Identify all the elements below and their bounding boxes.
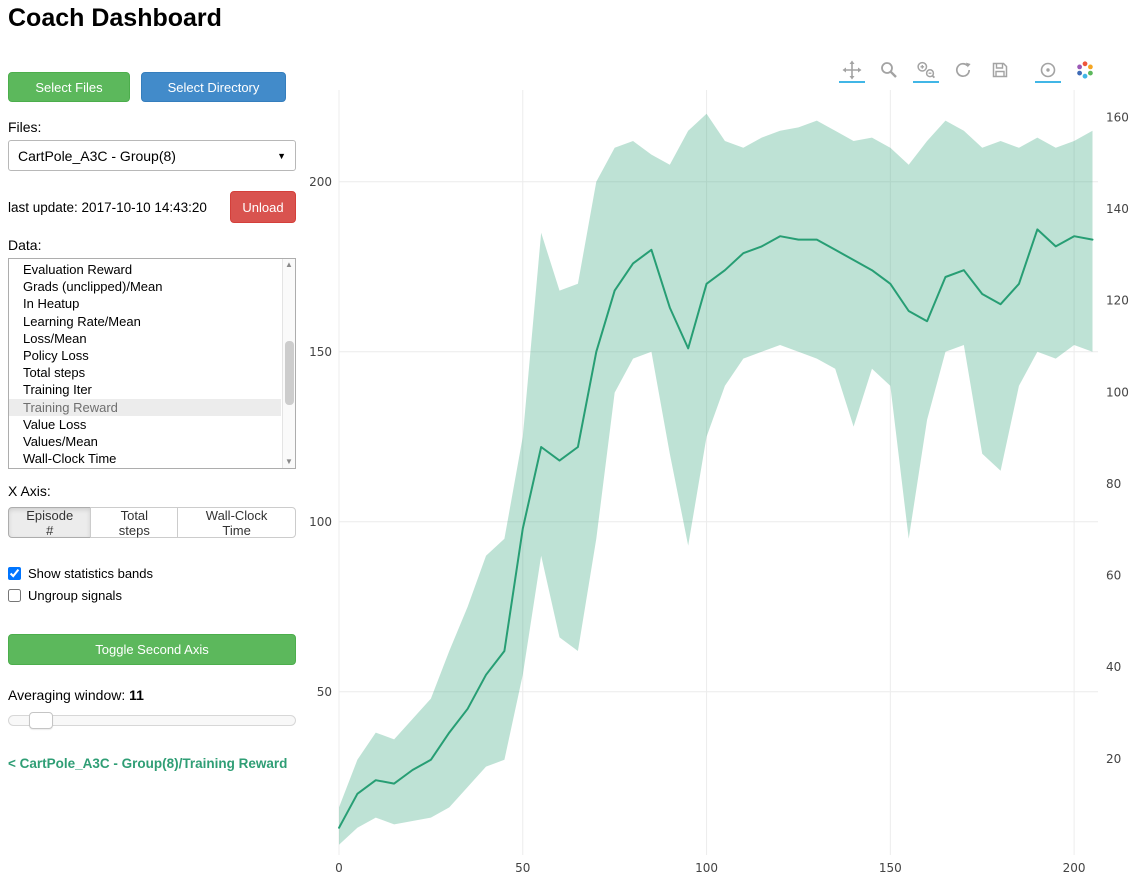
- svg-text:50: 50: [515, 861, 530, 875]
- data-listbox[interactable]: Evaluation Reward Grads (unclipped)/Mean I…: [8, 258, 296, 469]
- autoscale-icon[interactable]: [950, 58, 976, 83]
- x-axis-option-wall-clock[interactable]: Wall-Clock Time: [177, 507, 297, 538]
- scroll-down-icon[interactable]: ▼: [285, 457, 293, 466]
- x-axis-option-episode[interactable]: Episode #: [8, 507, 92, 538]
- slider-thumb[interactable]: [29, 712, 54, 729]
- svg-text:150: 150: [309, 345, 332, 359]
- data-list-item[interactable]: Policy Loss: [23, 348, 89, 364]
- update-row: last update: 2017-10-10 14:43:20 Unload: [8, 191, 296, 223]
- scrollbar-thumb[interactable]: [285, 340, 294, 406]
- listbox-scrollbar[interactable]: ▲ ▼: [282, 259, 295, 468]
- zoom-in-out-icon[interactable]: [913, 58, 939, 83]
- zoom-icon[interactable]: [876, 58, 902, 83]
- pan-icon[interactable]: [839, 58, 865, 83]
- svg-text:80: 80: [1106, 477, 1121, 491]
- svg-text:200: 200: [309, 175, 332, 189]
- svg-text:150: 150: [879, 861, 902, 875]
- plotly-logo-icon[interactable]: [1072, 58, 1098, 83]
- data-list-items: Evaluation Reward Grads (unclipped)/Mean I…: [9, 261, 281, 467]
- ungroup-signals-checkbox[interactable]: [8, 588, 21, 602]
- svg-text:160: 160: [1106, 110, 1129, 124]
- data-list-item[interactable]: Wall-Clock Time: [23, 451, 117, 467]
- unload-button[interactable]: Unload: [230, 191, 296, 223]
- averaging-window-slider[interactable]: [8, 712, 296, 729]
- x-axis-button-group: Episode # Total steps Wall-Clock Time: [8, 507, 297, 538]
- data-list-item[interactable]: Values/Mean: [23, 434, 98, 450]
- select-files-button[interactable]: Select Files: [8, 72, 130, 102]
- training-reward-chart[interactable]: 0 50 100 150 200 50 100 150 200 20 40 60 80 100 120 140…: [300, 50, 1142, 881]
- data-list-item[interactable]: Grads (unclipped)/Mean: [23, 279, 163, 295]
- scroll-up-icon[interactable]: ▲: [285, 260, 293, 269]
- svg-text:200: 200: [1063, 861, 1086, 875]
- last-update-text: last update: 2017-10-10 14:43:20: [8, 199, 207, 215]
- svg-text:100: 100: [695, 861, 718, 875]
- select-directory-button[interactable]: Select Directory: [141, 72, 286, 102]
- save-icon[interactable]: [987, 58, 1013, 83]
- spikelines-icon[interactable]: [1035, 58, 1061, 83]
- data-list-item[interactable]: In Heatup: [23, 296, 80, 312]
- chevron-down-icon: ▼: [277, 150, 286, 161]
- files-select-value: CartPole_A3C - Group(8): [18, 147, 176, 164]
- data-list-item[interactable]: Total steps: [23, 365, 86, 381]
- x-axis-label: X Axis:: [8, 483, 51, 499]
- averaging-window-row: Averaging window: 11: [8, 687, 296, 703]
- data-list-item[interactable]: Learning Rate/Mean: [23, 313, 141, 329]
- svg-text:120: 120: [1106, 294, 1129, 308]
- toggle-second-axis-button[interactable]: Toggle Second Axis: [8, 634, 296, 665]
- page-title: Coach Dashboard: [8, 4, 222, 32]
- data-list-item[interactable]: Loss/Mean: [23, 330, 87, 346]
- svg-text:140: 140: [1106, 202, 1129, 216]
- data-list-item[interactable]: Evaluation Reward: [23, 262, 133, 277]
- svg-text:20: 20: [1106, 752, 1121, 766]
- chart-area: 0 50 100 150 200 50 100 150 200 20 40 60 80 100 120 140…: [300, 50, 1142, 881]
- svg-text:0: 0: [335, 861, 343, 875]
- show-bands-checkbox[interactable]: [8, 566, 21, 580]
- data-list-item[interactable]: Value Loss: [23, 416, 87, 432]
- data-list-item[interactable]: Training Reward: [9, 398, 281, 416]
- sidebar: Select Files Select Directory Files: Car…: [8, 72, 297, 771]
- svg-text:50: 50: [317, 685, 332, 699]
- svg-text:60: 60: [1106, 569, 1121, 583]
- plotly-modebar: [828, 58, 1098, 83]
- checkbox-block: Show statistics bands Ungroup signals: [8, 562, 296, 606]
- data-list-item[interactable]: Training Iter: [23, 382, 92, 398]
- files-select[interactable]: CartPole_A3C - Group(8) ▼: [8, 140, 296, 171]
- show-bands-label: Show statistics bands: [28, 565, 154, 581]
- x-axis-option-total-steps[interactable]: Total steps: [90, 507, 179, 538]
- data-label: Data:: [8, 237, 42, 253]
- averaging-window-value: 11: [129, 687, 144, 703]
- svg-text:40: 40: [1106, 660, 1121, 674]
- svg-text:100: 100: [1106, 385, 1129, 399]
- files-label: Files:: [8, 119, 42, 135]
- signal-breadcrumb-link[interactable]: < CartPole_A3C - Group(8)/Training Rewar…: [8, 756, 288, 771]
- ungroup-signals-label: Ungroup signals: [28, 587, 122, 603]
- svg-text:100: 100: [309, 515, 332, 529]
- averaging-window-label: Averaging window:: [8, 687, 126, 703]
- file-buttons-row: Select Files Select Directory: [8, 72, 296, 102]
